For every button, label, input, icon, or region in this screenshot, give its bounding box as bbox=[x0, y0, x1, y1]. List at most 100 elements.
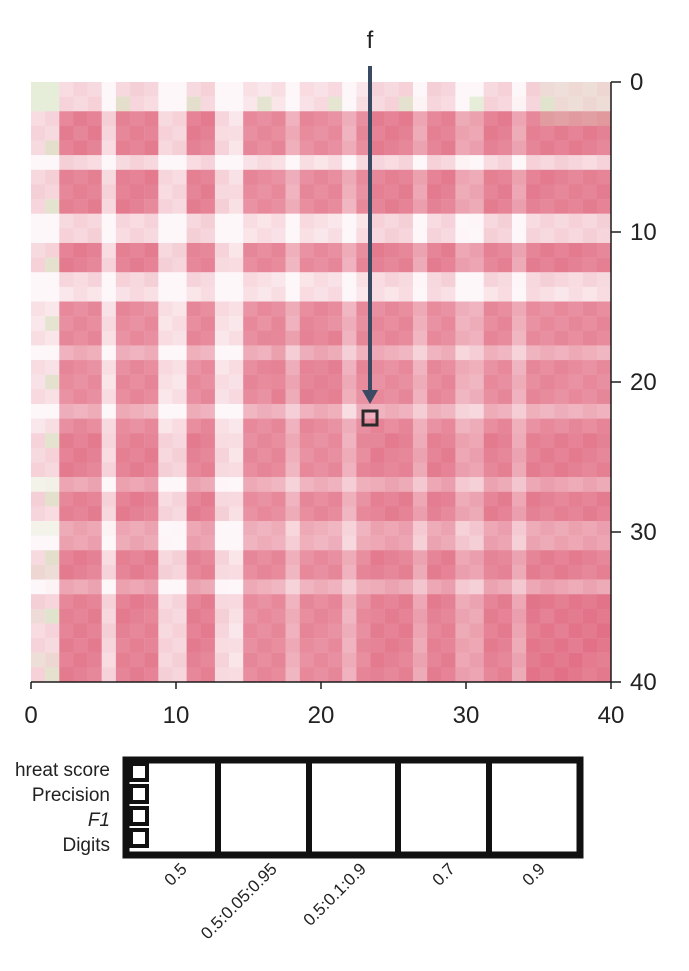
heatmap-cell bbox=[398, 140, 414, 156]
heatmap-cell bbox=[497, 506, 513, 522]
heatmap-cell bbox=[540, 301, 555, 317]
heatmap-cell bbox=[31, 564, 46, 580]
heatmap-cell bbox=[511, 272, 527, 288]
heatmap-cell bbox=[497, 447, 513, 463]
y-axis-tick-label: 40 bbox=[630, 669, 657, 696]
heatmap-cell bbox=[186, 242, 201, 258]
heatmap-cell bbox=[356, 608, 371, 624]
heatmap-cell bbox=[370, 272, 385, 288]
heatmap-cell bbox=[441, 462, 456, 478]
heatmap-cell bbox=[229, 564, 244, 580]
heatmap-cell bbox=[73, 594, 88, 610]
heatmap-cell bbox=[271, 111, 286, 127]
heatmap-cell bbox=[115, 652, 131, 668]
heatmap-cell bbox=[398, 521, 414, 536]
heatmap-cell bbox=[483, 345, 499, 361]
heatmap-cell bbox=[144, 301, 159, 317]
heatmap-cell bbox=[299, 155, 315, 170]
heatmap-cell bbox=[144, 213, 159, 229]
heatmap-cell bbox=[31, 594, 46, 610]
heatmap-cell bbox=[356, 433, 371, 449]
heatmap-cell bbox=[172, 652, 187, 668]
heatmap-cell bbox=[172, 213, 187, 229]
heatmap-cell bbox=[59, 330, 74, 346]
heatmap-cell bbox=[73, 506, 88, 522]
heatmap-cell bbox=[31, 477, 46, 492]
heatmap-cell bbox=[257, 360, 272, 375]
heatmap-cell bbox=[356, 82, 371, 97]
heatmap-cell bbox=[158, 579, 173, 595]
heatmap-cell bbox=[540, 82, 555, 97]
heatmap-cell bbox=[582, 462, 598, 478]
heatmap-cell bbox=[130, 491, 145, 507]
heatmap-cell bbox=[73, 564, 88, 580]
heatmap-cell bbox=[398, 389, 414, 405]
heatmap-cell bbox=[45, 652, 60, 668]
heatmap-cell bbox=[342, 594, 357, 610]
heatmap-cell bbox=[596, 316, 612, 331]
heatmap-cell bbox=[398, 169, 414, 185]
heatmap-cell bbox=[370, 506, 385, 522]
heatmap-cell bbox=[441, 564, 456, 580]
heatmap-cell bbox=[115, 550, 131, 566]
heatmap-cell bbox=[200, 550, 216, 566]
heatmap-cell bbox=[271, 652, 286, 668]
heatmap-cell bbox=[200, 652, 216, 668]
heatmap-cell bbox=[271, 521, 286, 536]
heatmap-cell bbox=[200, 82, 216, 97]
heatmap-cell bbox=[540, 330, 555, 346]
heatmap-cell bbox=[271, 330, 286, 346]
heatmap-cell bbox=[483, 330, 499, 346]
heatmap-cell bbox=[328, 111, 343, 127]
heatmap-cell bbox=[469, 330, 484, 346]
heatmap-cell bbox=[214, 521, 230, 536]
heatmap-cell bbox=[257, 374, 272, 390]
heatmap-cell bbox=[313, 316, 329, 331]
heatmap-cell bbox=[596, 521, 612, 536]
heatmap-cell bbox=[172, 184, 187, 200]
heatmap-cell bbox=[427, 535, 442, 551]
heatmap-cell bbox=[313, 418, 329, 434]
heatmap-cell bbox=[186, 213, 201, 229]
heatmap-cell bbox=[257, 638, 272, 653]
heatmap-cell bbox=[73, 433, 88, 449]
heatmap-cell bbox=[229, 594, 244, 610]
heatmap-cell bbox=[398, 242, 414, 258]
heatmap-cell bbox=[214, 594, 230, 610]
heatmap-cell bbox=[229, 257, 244, 273]
heatmap-cell bbox=[229, 667, 244, 683]
heatmap-cell bbox=[158, 155, 173, 170]
heatmap-cell bbox=[214, 403, 230, 419]
heatmap-cell bbox=[45, 286, 60, 302]
heatmap-cell bbox=[540, 535, 555, 551]
heatmap-cell bbox=[243, 125, 258, 141]
heatmap-cell bbox=[200, 608, 216, 624]
heatmap-cell bbox=[31, 301, 46, 317]
heatmap-cell bbox=[568, 374, 583, 390]
heatmap-cell bbox=[73, 579, 88, 595]
heatmap-cell bbox=[299, 272, 315, 288]
heatmap-cell bbox=[271, 506, 286, 522]
heatmap-cell bbox=[497, 184, 513, 200]
heatmap-cell bbox=[257, 301, 272, 317]
heatmap-cell bbox=[540, 491, 555, 507]
heatmap-cell bbox=[229, 286, 244, 302]
heatmap-cell bbox=[59, 403, 74, 419]
heatmap-cell bbox=[313, 242, 329, 258]
heatmap-cell bbox=[568, 433, 583, 449]
heatmap-cell bbox=[186, 199, 201, 214]
heatmap-cell bbox=[412, 155, 428, 170]
heatmap-cell bbox=[526, 652, 541, 668]
heatmap-cell bbox=[370, 491, 385, 507]
heatmap-cell bbox=[441, 330, 456, 346]
heatmap-cell bbox=[158, 96, 173, 112]
heatmap-cell bbox=[526, 301, 541, 317]
heatmap-cell bbox=[370, 140, 385, 156]
heatmap-cell bbox=[73, 330, 88, 346]
heatmap-cell bbox=[497, 301, 513, 317]
heatmap-cell bbox=[313, 491, 329, 507]
heatmap-cell bbox=[214, 638, 230, 653]
heatmap-cell bbox=[526, 623, 541, 639]
heatmap-cell bbox=[441, 184, 456, 200]
heatmap-cell bbox=[511, 125, 527, 141]
